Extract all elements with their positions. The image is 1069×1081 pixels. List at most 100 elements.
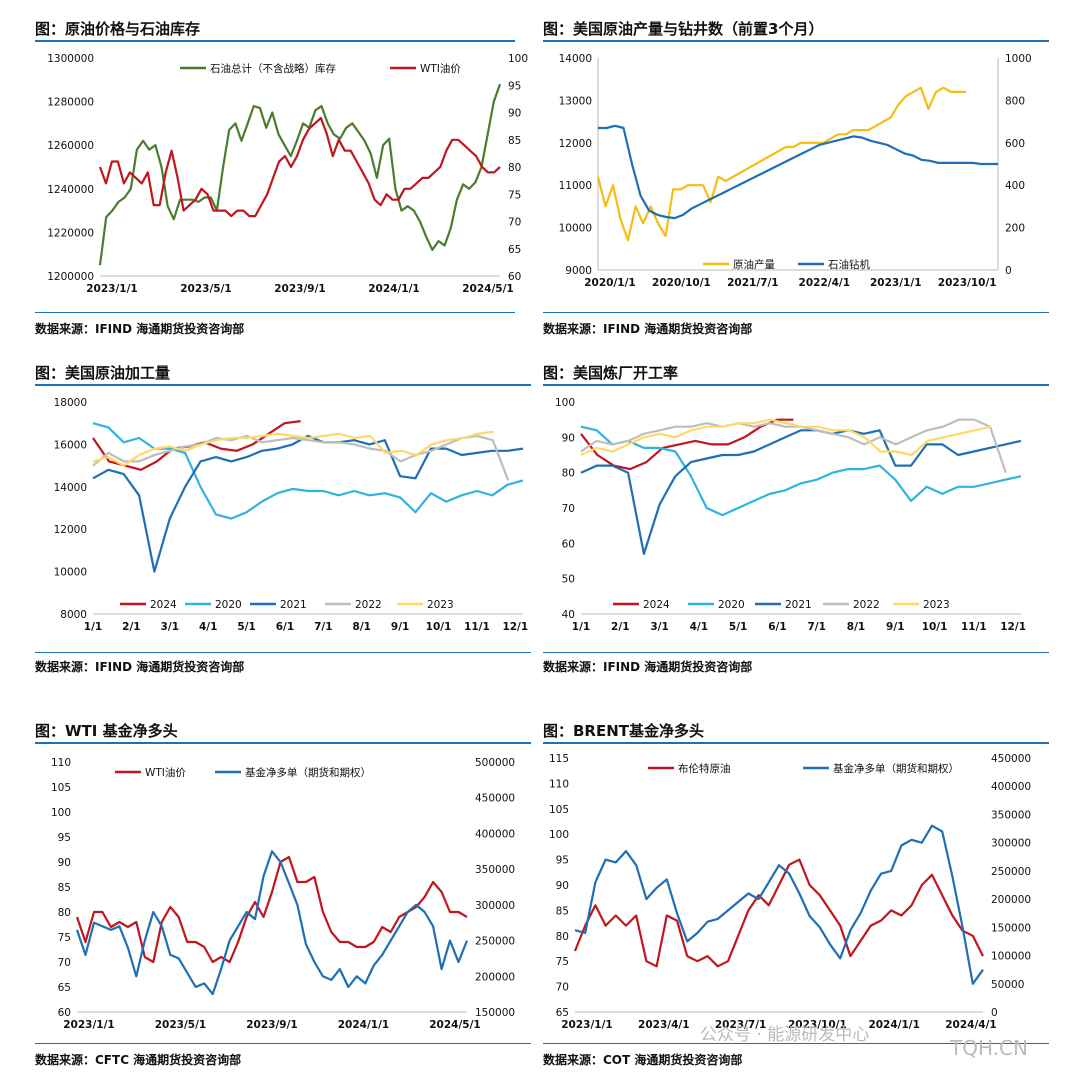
- y-tick-label: 1280000: [47, 97, 94, 109]
- y-tick-label: 70: [58, 957, 71, 969]
- legend-label: 布伦特原油: [678, 762, 731, 775]
- source-note: 数据来源：CFTC 海通期货投资咨询部: [35, 1053, 242, 1067]
- y2-tick-label: 85: [508, 135, 521, 147]
- panel-title: 图：美国原油加工量: [35, 364, 171, 382]
- panel-title: 图：BRENT基金净多头: [543, 722, 705, 740]
- y-tick-label: 12000: [559, 138, 592, 150]
- x-tick-label: 2023/9/1: [274, 283, 326, 295]
- y-tick-label: 1240000: [47, 184, 94, 196]
- y2-tick-label: 70: [508, 217, 521, 229]
- y2-tick-label: 350000: [475, 864, 515, 876]
- y-tick-label: 80: [58, 907, 71, 919]
- y-tick-label: 12000: [54, 524, 87, 536]
- series-line-石油钻机: [598, 124, 998, 220]
- y-tick-label: 75: [556, 956, 569, 968]
- legend-label: 2023: [427, 599, 454, 611]
- panel-us-production-rigs: 图：美国原油产量与钻井数（前置3个月） 14000 13000 12000 11000…: [543, 18, 1049, 338]
- x-tick-label: 6/1: [768, 621, 786, 633]
- series-line-2022: [92, 434, 510, 481]
- y-tick-label: 100: [549, 829, 569, 841]
- y2-tick-label: 300000: [475, 900, 515, 912]
- x-tick-label: 2023/1/1: [870, 277, 922, 289]
- series-line-2023: [92, 430, 494, 467]
- legend-label: 2022: [355, 599, 382, 611]
- legend-label: 基金净多单（期货和期权）: [245, 766, 371, 779]
- y-tick-label: 85: [556, 905, 569, 917]
- legend-label: 2024: [150, 599, 177, 611]
- y2-tick-label: 1000: [1005, 53, 1032, 65]
- y2-tick-label: 600: [1005, 138, 1025, 150]
- legend-label: 2020: [215, 599, 242, 611]
- y2-tick-label: 200000: [991, 894, 1031, 906]
- y2-tick-label: 200000: [475, 971, 515, 983]
- panel-us-crude-runs: 图：美国原油加工量 18000 16000 14000 12000 10000 8000 1…: [35, 362, 531, 682]
- y-tick-label: 60: [58, 1007, 71, 1019]
- y-tick-label: 80: [562, 468, 575, 480]
- x-tick-label: 2024/4/1: [945, 1019, 997, 1031]
- legend-label: 2022: [853, 599, 880, 611]
- x-tick-label: 2023/4/1: [638, 1019, 690, 1031]
- y-tick-label: 65: [556, 1007, 569, 1019]
- legend-label: 石油总计（不含战略）库存: [210, 62, 336, 75]
- y-tick-label: 40: [562, 609, 575, 621]
- watermark-account: 公众号 · 能源研发中心: [700, 1025, 870, 1045]
- y2-tick-label: 0: [1005, 265, 1012, 277]
- x-tick-label: 2022/4/1: [799, 277, 851, 289]
- y-tick-label: 65: [58, 982, 71, 994]
- chart-5: 115 110 105 100 95 90 85 80 75 70 65 450000 400000 35…: [549, 753, 1031, 1031]
- source-rule: [543, 312, 1049, 313]
- chart-3: 100 90 80 70 60 50 401/1 2/1 3/1 4/1 5/1 6/1 7/1 8/1 9…: [555, 397, 1026, 633]
- series-line-布伦特原油: [573, 858, 984, 968]
- chart-0: 1300000 1280000 1260000 1240000 1220000 12000…: [47, 53, 528, 295]
- series-line-2022: [580, 418, 1007, 474]
- source-rule: [543, 1043, 1049, 1044]
- y-tick-label: 18000: [54, 397, 87, 409]
- y2-tick-label: 450000: [475, 793, 515, 805]
- title-rule: [35, 40, 515, 42]
- y-tick-label: 105: [51, 782, 71, 794]
- panel-title: 图：原油价格与石油库存: [35, 20, 201, 38]
- panel-wti-net-long: 图：WTI 基金净多头 110 105 100 95 90 85 80 75 70 65 60 500…: [35, 720, 531, 1070]
- series-line-2020: [580, 425, 1022, 517]
- series-line-2024: [580, 418, 794, 471]
- x-tick-label: 9/1: [886, 621, 904, 633]
- y-tick-label: 9000: [565, 265, 592, 277]
- title-rule: [543, 742, 1049, 744]
- series-line-石油总计（不含战略）库存: [98, 83, 502, 266]
- y-tick-label: 60: [562, 538, 575, 550]
- source-note: 数据来源：IFIND 海通期货投资咨询部: [543, 322, 753, 336]
- title-rule: [35, 384, 531, 386]
- y2-tick-label: 250000: [991, 866, 1031, 878]
- series-line-基金净多单（期货和期权）: [75, 850, 469, 996]
- y-tick-label: 110: [549, 778, 569, 790]
- y-tick-label: 8000: [60, 609, 87, 621]
- x-tick-label: 2023/5/1: [180, 283, 232, 295]
- y2-tick-label: 450000: [991, 753, 1031, 765]
- y2-tick-label: 400: [1005, 180, 1025, 192]
- y-tick-label: 1260000: [47, 140, 94, 152]
- x-tick-label: 8/1: [847, 621, 865, 633]
- title-rule: [543, 384, 1049, 386]
- x-tick-label: 8/1: [353, 621, 371, 633]
- x-tick-label: 4/1: [690, 621, 708, 633]
- source-note: 数据来源：IFIND 海通期货投资咨询部: [35, 660, 245, 674]
- x-tick-label: 2023/5/1: [155, 1019, 207, 1031]
- legend-label: 2021: [785, 599, 812, 611]
- y-tick-label: 115: [549, 753, 569, 765]
- x-tick-label: 2020/1/1: [584, 277, 636, 289]
- y2-tick-label: 75: [508, 189, 521, 201]
- source-rule: [35, 1043, 531, 1044]
- y2-tick-label: 350000: [991, 809, 1031, 821]
- y-tick-label: 50: [562, 574, 575, 586]
- x-tick-label: 2024/1/1: [368, 283, 420, 295]
- x-tick-label: 5/1: [237, 621, 255, 633]
- x-tick-label: 12/1: [502, 621, 528, 633]
- source-note: 数据来源：IFIND 海通期货投资咨询部: [543, 660, 753, 674]
- legend-label: 石油钻机: [828, 258, 870, 271]
- x-tick-label: 1/1: [84, 621, 102, 633]
- legend-label: WTI油价: [420, 62, 461, 75]
- x-tick-label: 11/1: [464, 621, 490, 633]
- y-tick-label: 75: [58, 932, 71, 944]
- title-rule: [543, 40, 1049, 42]
